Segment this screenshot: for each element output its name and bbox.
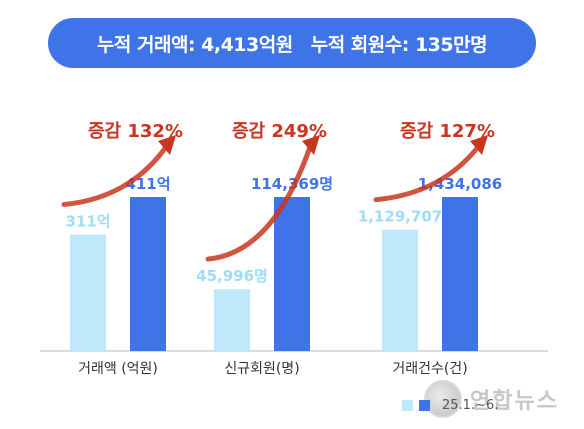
- bar-before: [214, 289, 250, 351]
- summary-banner: 누적 거래액: 4,413억원 누적 회원수: 135만명: [48, 18, 536, 68]
- data-label-before: 45,996명: [196, 267, 268, 285]
- watermark-text: 연합뉴스: [470, 389, 559, 414]
- increase-arrow: [373, 144, 481, 203]
- increase-arrow-head: [302, 135, 320, 155]
- data-label-before: 1,129,707: [358, 208, 442, 226]
- increase-annotation: 증감 249%: [232, 121, 327, 142]
- cumulative-transaction-text: 누적 거래액: 4,413억원: [96, 33, 293, 56]
- bar-after: [130, 197, 166, 351]
- category-label: 거래건수(건): [392, 361, 467, 377]
- news-agency-logo-icon: [424, 380, 462, 418]
- bar-before: [382, 229, 418, 351]
- increase-arrow-head: [158, 135, 176, 155]
- legend-swatch-after: [419, 399, 430, 411]
- increase-arrow-head: [470, 135, 488, 155]
- legend: 25.1.~6.: [402, 394, 498, 416]
- increase-arrow: [205, 144, 313, 262]
- legend-swatch-before: [402, 399, 413, 411]
- category-label: 거래액 (억원): [78, 361, 158, 377]
- legend-period-text: 25.1.~6.: [442, 397, 499, 413]
- bar-after: [442, 197, 478, 351]
- bar-after: [274, 197, 310, 351]
- data-label-before: 311억: [65, 212, 110, 230]
- bar-before: [70, 234, 106, 351]
- cumulative-members-text: 누적 회원수: 135만명: [310, 33, 488, 56]
- watermark: 연합뉴스: [424, 380, 559, 418]
- increase-arrow: [61, 144, 169, 207]
- increase-annotation: 증감 127%: [400, 121, 495, 142]
- increase-annotation: 증감 132%: [88, 121, 183, 142]
- category-label: 신규회원(명): [224, 361, 299, 377]
